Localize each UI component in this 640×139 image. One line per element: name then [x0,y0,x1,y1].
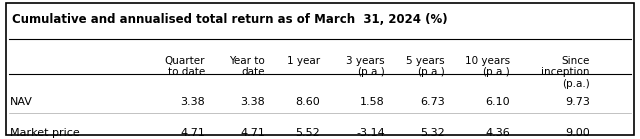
Text: Cumulative and annualised total return as of March  31, 2024 (%): Cumulative and annualised total return a… [12,13,447,26]
Text: 9.73: 9.73 [565,97,590,107]
Text: 10 years
(p.a.): 10 years (p.a.) [465,56,510,77]
Text: 3 years
(p.a.): 3 years (p.a.) [346,56,385,77]
Text: Since
inception
(p.a.): Since inception (p.a.) [541,56,590,89]
Text: 9.00: 9.00 [565,128,590,138]
Text: 6.10: 6.10 [485,97,510,107]
Text: 8.60: 8.60 [295,97,320,107]
Text: Market price: Market price [10,128,80,138]
Text: 6.73: 6.73 [420,97,445,107]
Text: 3.38: 3.38 [240,97,265,107]
Text: Quarter
to date: Quarter to date [164,56,205,77]
Text: 5.52: 5.52 [295,128,320,138]
Text: -3.14: -3.14 [356,128,385,138]
Text: 5.32: 5.32 [420,128,445,138]
Text: NAV: NAV [10,97,33,107]
Text: 4.36: 4.36 [485,128,510,138]
Text: 4.71: 4.71 [180,128,205,138]
Text: 4.71: 4.71 [240,128,265,138]
Text: 3.38: 3.38 [180,97,205,107]
Text: 1.58: 1.58 [360,97,385,107]
Text: 1 year: 1 year [287,56,320,66]
Text: Year to
date: Year to date [229,56,265,77]
Text: 5 years
(p.a.): 5 years (p.a.) [406,56,445,77]
